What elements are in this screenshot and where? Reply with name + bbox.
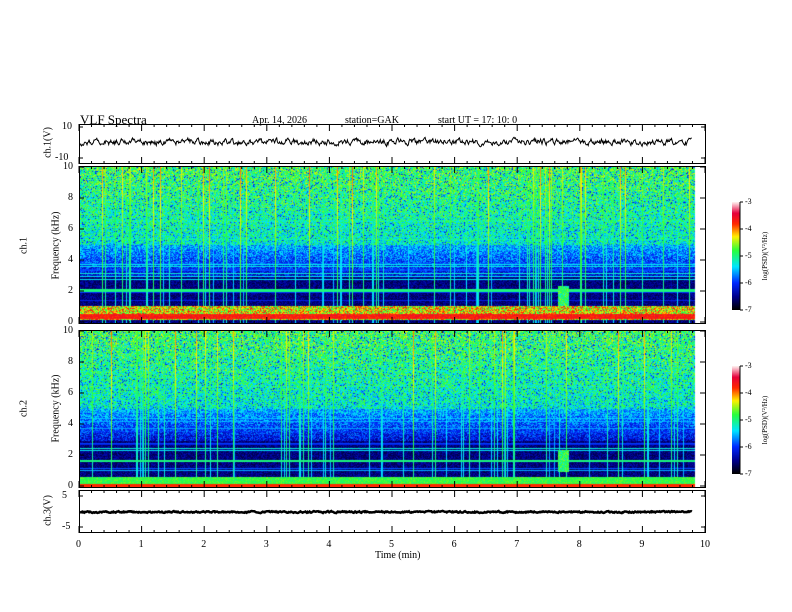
y-tick-label: 10 — [63, 161, 73, 172]
y-tick-label: 8 — [68, 192, 73, 203]
x-tick-label: 1 — [138, 539, 144, 550]
y-tick-label: 10 — [63, 325, 73, 336]
y-tick-label: 2 — [68, 449, 73, 460]
ch1-spectrogram-image — [80, 167, 696, 323]
x-tick-label: 2 — [201, 539, 207, 550]
x-tick-label: 3 — [263, 539, 269, 550]
figure-title: VLF Spectra — [80, 112, 147, 127]
colorbar-tick-label: -7 — [745, 469, 752, 478]
y-tick-label: -5 — [62, 521, 71, 532]
colorbar-tick-label: -3 — [745, 197, 752, 206]
colorbar-tick-label: -4 — [745, 388, 752, 397]
x-tick-label: 10 — [700, 539, 710, 550]
x-tick-label: 8 — [576, 539, 582, 550]
y-tick-label: 6 — [68, 387, 73, 398]
ch3-waveform-line — [79, 509, 693, 515]
x-tick-label: 7 — [514, 539, 520, 550]
y-tick-label: 2 — [68, 285, 73, 296]
y-tick-label: 8 — [68, 356, 73, 367]
colorbar-tick-label: -6 — [745, 278, 752, 287]
colorbar-tick-label: -3 — [745, 361, 752, 370]
start-time-label: start UT = 17: 10: 0 — [438, 115, 518, 126]
ch1-waveform-line — [79, 136, 692, 148]
y-tick-label: 0 — [68, 480, 73, 491]
x-tick-label: 4 — [326, 539, 332, 550]
y-tick-label: 10 — [62, 121, 72, 132]
y-tick-label: 4 — [68, 254, 73, 265]
colorbar-tick-label: -5 — [745, 251, 752, 260]
y-tick-label: 5 — [62, 490, 67, 501]
x-tick-label: 6 — [451, 539, 457, 550]
ch1-colorbar — [732, 202, 740, 310]
date-label: Apr. 14, 2026 — [252, 115, 307, 126]
colorbar-tick-label: -5 — [745, 415, 752, 424]
x-tick-label: 9 — [639, 539, 645, 550]
y-tick-label: -10 — [55, 152, 69, 163]
y-tick-label: 6 — [68, 223, 73, 234]
x-axis-label: Time (min) — [375, 550, 421, 561]
x-tick-label: 0 — [76, 539, 81, 550]
y-tick-label: 4 — [68, 418, 73, 429]
ch2-colorbar — [732, 366, 740, 474]
colorbar-tick-label: -4 — [745, 224, 752, 233]
colorbar-tick-label: -7 — [745, 305, 752, 314]
y-tick-label: 0 — [68, 316, 73, 327]
ch2-spectrogram-image — [80, 331, 696, 487]
station-label: station=GAK — [345, 115, 399, 126]
x-tick-label: 5 — [389, 539, 394, 550]
colorbar-tick-label: -6 — [745, 442, 752, 451]
